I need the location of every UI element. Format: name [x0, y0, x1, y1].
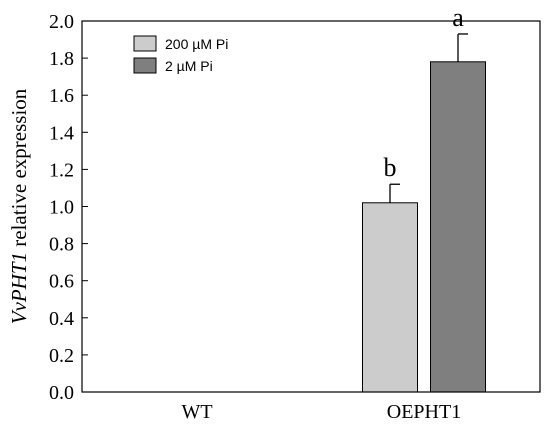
legend-swatch: [133, 35, 157, 52]
y-tick-label: 0.2: [49, 345, 74, 367]
bar: [430, 61, 486, 393]
y-tick-label: 2.0: [49, 11, 74, 33]
legend-swatch: [133, 57, 157, 74]
x-axis-ticks: WT OEPHT1: [181, 401, 461, 423]
x-tick-label: WT: [181, 401, 212, 423]
significance-label: a: [452, 3, 464, 32]
y-tick-label: 1.0: [49, 197, 74, 219]
legend-label: 200 µM Pi: [165, 36, 228, 52]
y-axis-title-italic: VvPHT1: [7, 252, 31, 324]
significance-label: b: [384, 153, 397, 182]
y-tick-label: 1.8: [49, 48, 74, 70]
y-tick-label: 0.8: [49, 234, 74, 256]
y-tick-label: 1.2: [49, 159, 74, 181]
bars: ba: [362, 3, 486, 393]
y-tick-label: 0.0: [49, 382, 74, 404]
legend-label: 2 µM Pi: [165, 58, 213, 74]
y-axis-title-rest: relative expression: [7, 88, 31, 252]
legend: 200 µM Pi 2 µM Pi: [133, 35, 228, 74]
bar: [362, 202, 418, 393]
y-axis-ticks: 0.0 0.2 0.4 0.6 0.8 1.0 1.2 1.4 1.6 1.8 2.0: [49, 11, 88, 404]
plot-frame: [81, 20, 541, 393]
y-axis-title: VvPHT1 relative expression: [7, 88, 31, 324]
y-tick-label: 1.4: [49, 122, 74, 144]
y-tick-label: 0.6: [49, 271, 74, 293]
y-tick-label: 0.4: [49, 308, 74, 330]
x-tick-label: OEPHT1: [387, 401, 461, 423]
y-tick-label: 1.6: [49, 85, 74, 107]
